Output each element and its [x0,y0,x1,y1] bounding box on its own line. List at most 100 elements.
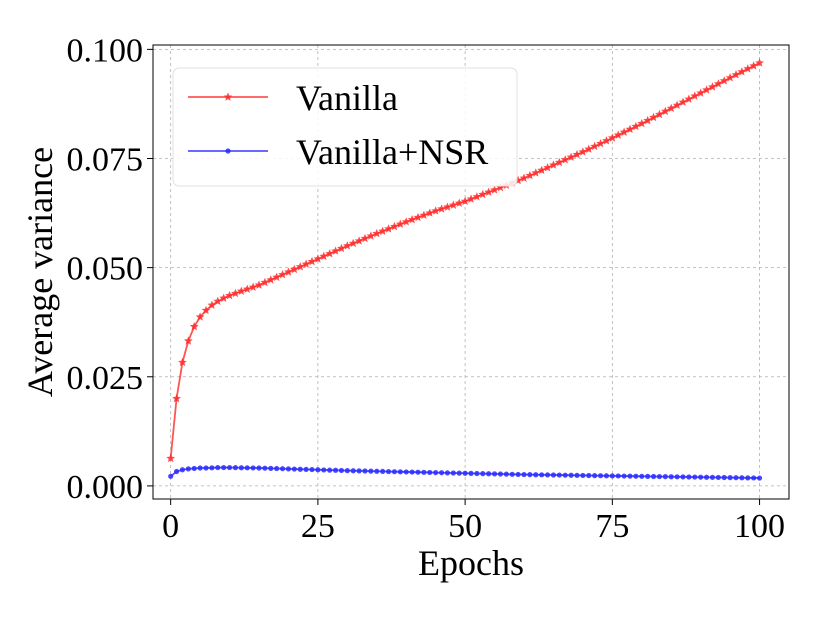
data-point [166,453,176,463]
data-point [350,468,356,474]
data-point [356,468,362,474]
data-point [719,76,729,85]
data-point [566,152,576,161]
data-point [756,475,763,481]
data-point [203,465,209,471]
data-point [173,468,180,475]
data-point [354,236,364,245]
data-point [348,238,358,248]
data-point [226,464,233,471]
data-point [519,173,529,182]
data-point [484,187,494,196]
data-point [597,473,604,479]
data-point [454,198,464,207]
data-point [739,475,745,481]
legend-label-vanilla: Vanilla [296,78,398,118]
data-point [256,465,262,471]
data-point [639,473,645,479]
data-point [390,221,399,231]
data-point [460,196,470,205]
data-point [178,357,187,367]
data-point [427,469,433,476]
data-point [303,466,309,473]
data-point [478,189,488,199]
data-point [631,121,641,131]
data-point [656,473,663,480]
data-point [637,118,647,128]
data-point [625,124,635,134]
data-point [215,464,221,471]
data-point [678,97,688,106]
data-point [725,73,735,82]
data-point [421,469,427,475]
data-point [721,474,727,481]
data-point [415,469,421,475]
data-point [708,82,717,91]
data-point [650,473,657,480]
data-point [433,469,439,476]
data-point [232,465,239,471]
data-point [207,300,217,309]
data-point [531,168,541,177]
data-point [643,115,653,125]
data-point [443,202,452,211]
data-point [509,471,515,477]
data-point [385,468,392,475]
y-axis-label: Average variance [20,147,60,397]
data-point [332,467,339,473]
data-point [450,470,456,476]
data-point [395,219,405,228]
data-point [456,470,462,476]
data-point [301,259,311,268]
data-point [425,208,435,217]
data-point [562,472,568,478]
data-point [209,465,215,471]
data-point [374,468,380,474]
data-point [307,256,317,266]
data-point [236,286,246,295]
data-point [668,474,674,480]
data-point [297,466,303,472]
data-point [438,470,445,476]
data-point [274,465,280,472]
data-point [537,165,547,175]
data-point [342,241,352,250]
data-point [515,471,521,478]
axis-ticks: 0 25 50 75 100 0.000 0.025 0.050 0.075 0.100 [67,32,786,545]
data-point [378,226,388,235]
data-point [272,272,282,281]
data-point [331,246,340,255]
data-point [602,136,611,145]
y-tick-label: 0.075 [67,142,144,179]
data-point [607,133,617,142]
data-point [574,472,580,478]
data-point [621,473,627,479]
data-point [248,282,258,291]
data-point [627,473,633,479]
data-point [592,473,598,479]
data-point [521,471,527,478]
data-point [584,144,594,153]
data-point [195,312,205,321]
x-tick-label: 75 [595,508,629,545]
data-point [645,473,651,479]
data-point [413,212,423,222]
data-point [380,468,386,475]
data-point [242,284,252,293]
data-point [278,270,287,279]
data-point [560,155,570,164]
data-point [696,88,706,97]
data-point [727,475,733,481]
data-point [401,217,411,226]
data-point [372,228,382,238]
y-tick-label: 0.100 [67,32,144,69]
data-point [474,470,480,477]
data-point [745,475,751,481]
data-point [692,474,698,480]
data-point [397,469,403,475]
data-point [702,85,711,94]
data-point [197,465,203,471]
data-point [295,262,305,271]
y-tick-label: 0.050 [67,251,144,288]
